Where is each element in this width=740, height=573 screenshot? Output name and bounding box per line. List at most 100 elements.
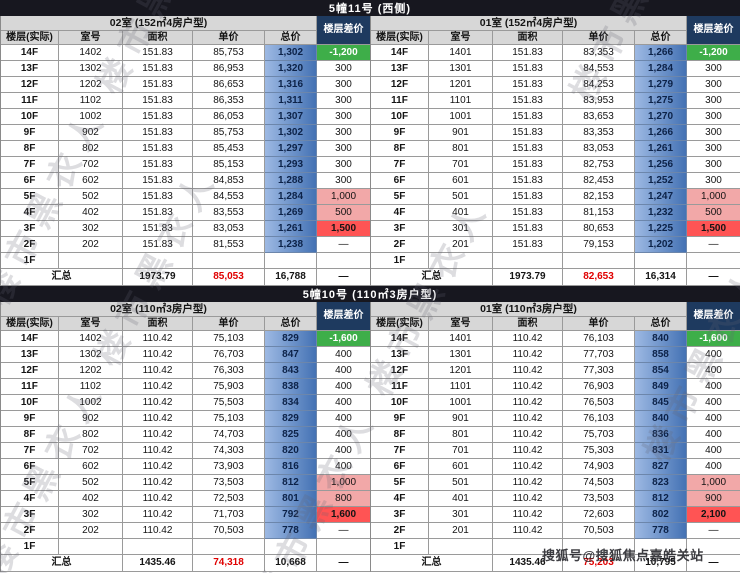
summary-area: 1973.79: [123, 269, 193, 286]
summary-diff: —: [317, 269, 371, 286]
column-header: 总价: [265, 317, 317, 331]
area-cell: 151.83: [493, 61, 563, 77]
floor-cell: 9F: [371, 411, 429, 427]
room-cell: 602: [59, 173, 123, 189]
area-cell: 151.83: [123, 45, 193, 61]
room-cell: 502: [59, 475, 123, 491]
room-cell: 602: [59, 459, 123, 475]
diff-cell: —: [687, 523, 740, 539]
price-cell: 83,353: [563, 45, 635, 61]
room-cell: 1002: [59, 109, 123, 125]
total-cell: 820: [265, 443, 317, 459]
price-table-01-110: 01室 (110㎡3房户型) 楼层差价 楼层(实际) 室号 面积 单价 总价 14F 1401 1…: [370, 302, 740, 572]
room-cell: 1002: [59, 395, 123, 411]
floor-cell: 10F: [1, 395, 59, 411]
floor-cell: 3F: [1, 221, 59, 237]
floor-cell: 2F: [1, 523, 59, 539]
room-cell: 1102: [59, 93, 123, 109]
room-cell: [59, 253, 123, 269]
price-table-02-110: 02室 (110㎡3房户型) 楼层差价 楼层(实际) 室号 面积 单价 总价 14F 1402 1…: [0, 302, 371, 572]
summary-diff: —: [687, 555, 740, 572]
room-cell: 1302: [59, 61, 123, 77]
room-cell: 502: [59, 189, 123, 205]
total-cell: 812: [265, 475, 317, 491]
diff-cell: 400: [687, 347, 740, 363]
total-cell: 825: [265, 427, 317, 443]
floor-cell: 14F: [371, 331, 429, 347]
price-cell: 82,453: [563, 173, 635, 189]
diff-cell: —: [317, 523, 371, 539]
floor-cell: 4F: [1, 491, 59, 507]
price-cell: 82,753: [563, 157, 635, 173]
price-cell: 75,703: [563, 427, 635, 443]
floor-cell: 7F: [371, 157, 429, 173]
room-cell: 702: [59, 157, 123, 173]
room-cell: 1202: [59, 363, 123, 379]
area-cell: 110.42: [123, 411, 193, 427]
area-cell: 110.42: [123, 347, 193, 363]
floor-cell: 2F: [371, 237, 429, 253]
price-cell: 79,153: [563, 237, 635, 253]
diff-cell: 400: [317, 347, 371, 363]
total-cell: 831: [635, 443, 687, 459]
room-cell: 901: [429, 411, 493, 427]
diff-cell: 300: [317, 109, 371, 125]
price-cell: [563, 539, 635, 555]
total-cell: 840: [635, 331, 687, 347]
sohu-watermark: 搜狐号@搜狐焦点嘉皓关站: [542, 548, 704, 563]
diff-column-header: 楼层差价: [317, 16, 371, 45]
area-cell: 110.42: [123, 379, 193, 395]
area-cell: 110.42: [123, 507, 193, 523]
area-cell: 110.42: [493, 475, 563, 491]
area-cell: 110.42: [493, 507, 563, 523]
diff-cell: 400: [317, 363, 371, 379]
floor-cell: 12F: [1, 363, 59, 379]
room-cell: 1301: [429, 61, 493, 77]
price-cell: 81,553: [193, 237, 265, 253]
diff-cell: —: [687, 237, 740, 253]
floor-cell: 1F: [371, 539, 429, 555]
diff-cell: [687, 539, 740, 555]
summary-area: 1435.46: [493, 555, 563, 572]
price-cell: 85,753: [193, 45, 265, 61]
total-cell: [635, 539, 687, 555]
room-cell: 1402: [59, 45, 123, 61]
total-cell: 845: [635, 395, 687, 411]
total-cell: 823: [635, 475, 687, 491]
price-cell: 77,703: [563, 347, 635, 363]
price-cell: 83,553: [193, 205, 265, 221]
room-cell: 1202: [59, 77, 123, 93]
diff-cell: -1,200: [317, 45, 371, 61]
diff-cell: 900: [687, 491, 740, 507]
floor-cell: 13F: [371, 61, 429, 77]
price-cell: 76,103: [563, 411, 635, 427]
price-cell: 82,153: [563, 189, 635, 205]
area-cell: 151.83: [493, 109, 563, 125]
total-cell: 1,261: [265, 221, 317, 237]
floor-cell: 10F: [371, 395, 429, 411]
section-building-5-11: 5幢11号 (西侧) 02室 (152㎡4房户型) 楼层差价 楼层(实际) 室号 面积单…: [0, 0, 740, 286]
column-header: 楼层(实际): [371, 31, 429, 45]
price-cell: 75,503: [193, 395, 265, 411]
total-cell: 838: [265, 379, 317, 395]
room-cell: 401: [429, 205, 493, 221]
area-cell: 151.83: [493, 125, 563, 141]
area-cell: 151.83: [123, 109, 193, 125]
floor-cell: 11F: [371, 379, 429, 395]
price-cell: 83,353: [563, 125, 635, 141]
column-header: 面积: [493, 31, 563, 45]
diff-cell: —: [317, 237, 371, 253]
price-cell: 83,653: [563, 109, 635, 125]
diff-cell: 400: [317, 443, 371, 459]
diff-cell: 300: [687, 93, 740, 109]
price-cell: 85,153: [193, 157, 265, 173]
summary-price: 85,053: [193, 269, 265, 286]
diff-cell: 300: [687, 141, 740, 157]
area-cell: 110.42: [493, 411, 563, 427]
price-cell: [193, 539, 265, 555]
price-cell: 86,953: [193, 61, 265, 77]
floor-cell: 11F: [371, 93, 429, 109]
price-cell: 72,603: [563, 507, 635, 523]
price-cell: 75,903: [193, 379, 265, 395]
summary-total: 10,795: [635, 555, 687, 572]
